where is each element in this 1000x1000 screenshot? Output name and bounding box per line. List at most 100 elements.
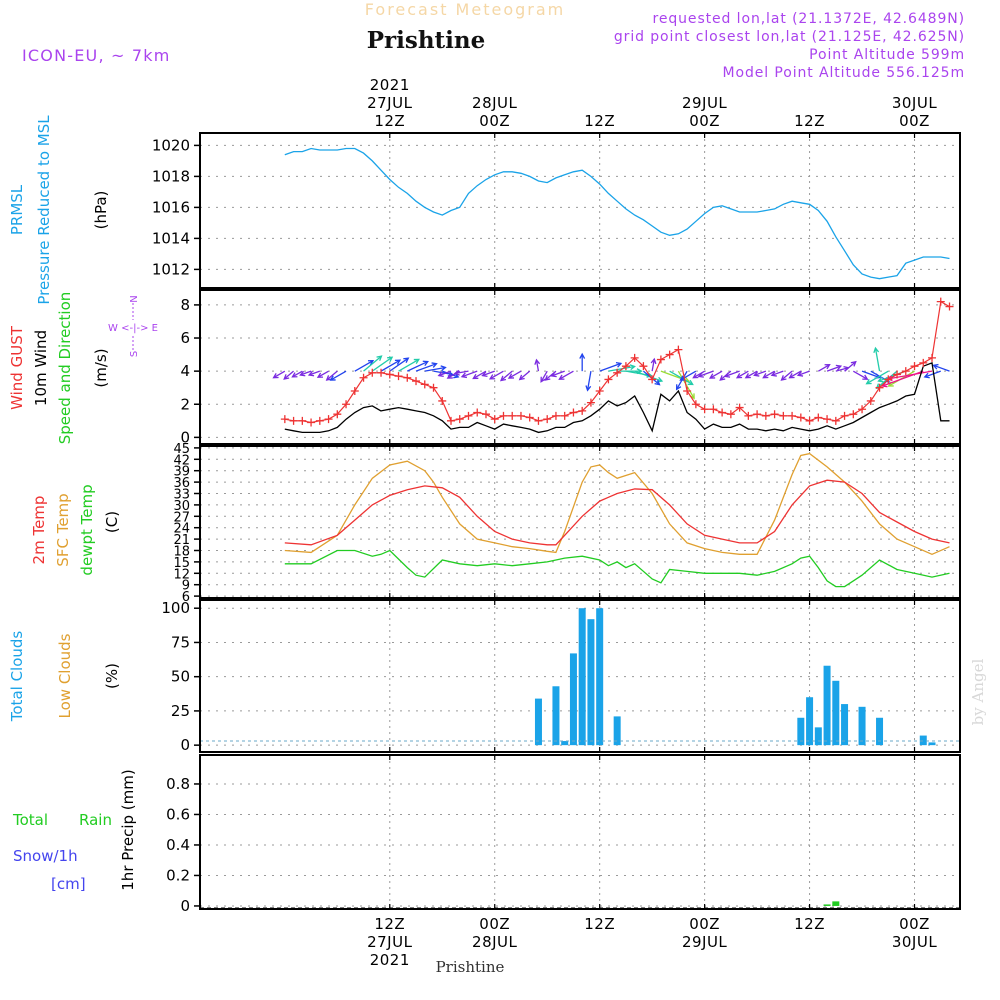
- wind-arrow-head: [629, 364, 636, 371]
- wind-arrow-shaft: [933, 364, 950, 372]
- gust-marker: [630, 353, 639, 362]
- wind-arrow: [650, 357, 657, 372]
- top-time-label: 28JUL: [472, 94, 517, 112]
- model-label: ICON-EU, ~ 7km: [22, 46, 171, 65]
- wind10m-label: 10m Wind: [32, 330, 50, 406]
- wind-arrow: [406, 360, 429, 372]
- wind-arrow-head: [413, 358, 420, 365]
- wind-arrow-head: [307, 370, 315, 377]
- wind-arrow-shaft: [826, 365, 842, 372]
- gust-marker: [849, 410, 858, 419]
- wind-arrow-head: [472, 373, 479, 380]
- wind-arrow: [599, 362, 623, 372]
- wind-arrow-shaft: [771, 370, 784, 376]
- wind-arrow: [460, 370, 478, 379]
- wind-arrow: [291, 370, 303, 378]
- ytick-label: 0.4: [166, 836, 190, 854]
- wind-arrow-shaft: [535, 359, 540, 372]
- model-altitude: Model Point Altitude 556.125m: [723, 65, 966, 81]
- wind-arrow-shaft: [866, 370, 889, 385]
- wind-arrow: [540, 370, 548, 383]
- wind-arrow-head: [291, 372, 298, 378]
- cloud-bar: [578, 608, 586, 746]
- wind-arrow: [697, 370, 714, 378]
- wind-arrow-shaft: [540, 370, 548, 383]
- wind-arrow: [415, 362, 438, 372]
- wind-arrow-shaft: [398, 358, 420, 372]
- gust-marker: [508, 411, 517, 420]
- gust-marker: [709, 405, 718, 414]
- gust-marker: [613, 368, 622, 377]
- wind-arrow-head: [534, 358, 541, 365]
- gust-marker: [333, 410, 342, 419]
- gust-marker: [368, 368, 377, 377]
- wind-arrow-head: [865, 379, 872, 385]
- ytick-label: 6: [182, 590, 190, 605]
- wind-arrow-head: [422, 360, 429, 367]
- gust-marker: [569, 408, 578, 417]
- wind-arrow: [272, 370, 286, 379]
- gust-marker: [823, 415, 832, 424]
- dir-label: Speed and Direction: [56, 292, 74, 445]
- wind-arrow-shaft: [317, 370, 329, 378]
- ytick-label: 45: [173, 442, 190, 457]
- wind-arrow-head: [723, 372, 731, 378]
- cloud-bar: [814, 727, 822, 746]
- ytick-label: 21: [173, 533, 190, 548]
- gust-marker: [744, 411, 753, 420]
- ytick-label: 24: [173, 522, 190, 537]
- gust-marker: [377, 368, 386, 377]
- ytick-label: 1014: [152, 229, 190, 247]
- wind-arrow: [283, 370, 294, 380]
- cloud-bar: [876, 717, 884, 746]
- wind-arrow-shaft: [754, 370, 767, 376]
- precip-bar: [823, 904, 831, 906]
- wind-arrow-shaft: [482, 370, 495, 377]
- wind-arrow-head: [299, 370, 306, 377]
- gust-marker: [420, 380, 429, 389]
- wind-arrow: [708, 370, 723, 379]
- gust-marker: [945, 302, 954, 311]
- wind-arrow-head: [719, 375, 726, 381]
- temp2m-series-line: [284, 479, 950, 546]
- wind-arrow-head: [932, 363, 939, 370]
- cloud-bar: [858, 706, 866, 746]
- total-clouds-label: Total Clouds: [8, 631, 26, 723]
- wind-arrow: [579, 352, 586, 372]
- pressure-panel: PRMSL Pressure Reduced to MSL (hPa) 1012…: [8, 115, 961, 305]
- pressure-label-2: Pressure Reduced to MSL: [35, 115, 53, 305]
- top-time-label: 30JUL: [892, 94, 937, 112]
- cloud-bar: [596, 608, 604, 746]
- wind-arrow-shaft: [438, 370, 452, 377]
- wind-arrow: [307, 370, 321, 377]
- wind-unit: (m/s): [92, 348, 110, 387]
- wind-arrow-shaft: [473, 370, 487, 380]
- gust-marker: [901, 367, 910, 376]
- wind-arrow: [363, 355, 383, 372]
- wind-arrow: [472, 370, 487, 380]
- wind-arrow: [453, 369, 469, 376]
- gust-marker: [858, 405, 867, 414]
- gust-marker: [753, 410, 762, 419]
- gust-marker: [394, 372, 403, 381]
- wind-arrow: [518, 370, 531, 381]
- ytick-label: 36: [173, 476, 190, 491]
- wind-arrow-head: [518, 374, 525, 381]
- wind-arrow-shaft: [599, 362, 622, 372]
- wind-arrow-shaft: [508, 370, 522, 379]
- wind-arrow-head: [697, 372, 704, 378]
- wind-arrow-head: [437, 371, 444, 377]
- wind-arrow: [534, 358, 541, 372]
- snow-label: Snow/1h: [13, 847, 78, 865]
- wind-arrow: [762, 370, 775, 379]
- wind-arrow-head: [272, 373, 279, 379]
- temperature-panel: 2m Temp SFC Temp dewpt Temp (C) 69121518…: [30, 442, 961, 605]
- wind-arrow-head: [579, 352, 586, 359]
- wind-arrow-shaft: [371, 356, 393, 372]
- wind-arrow: [932, 363, 950, 372]
- cloud-bar: [841, 704, 849, 746]
- cloud-bar: [919, 735, 927, 746]
